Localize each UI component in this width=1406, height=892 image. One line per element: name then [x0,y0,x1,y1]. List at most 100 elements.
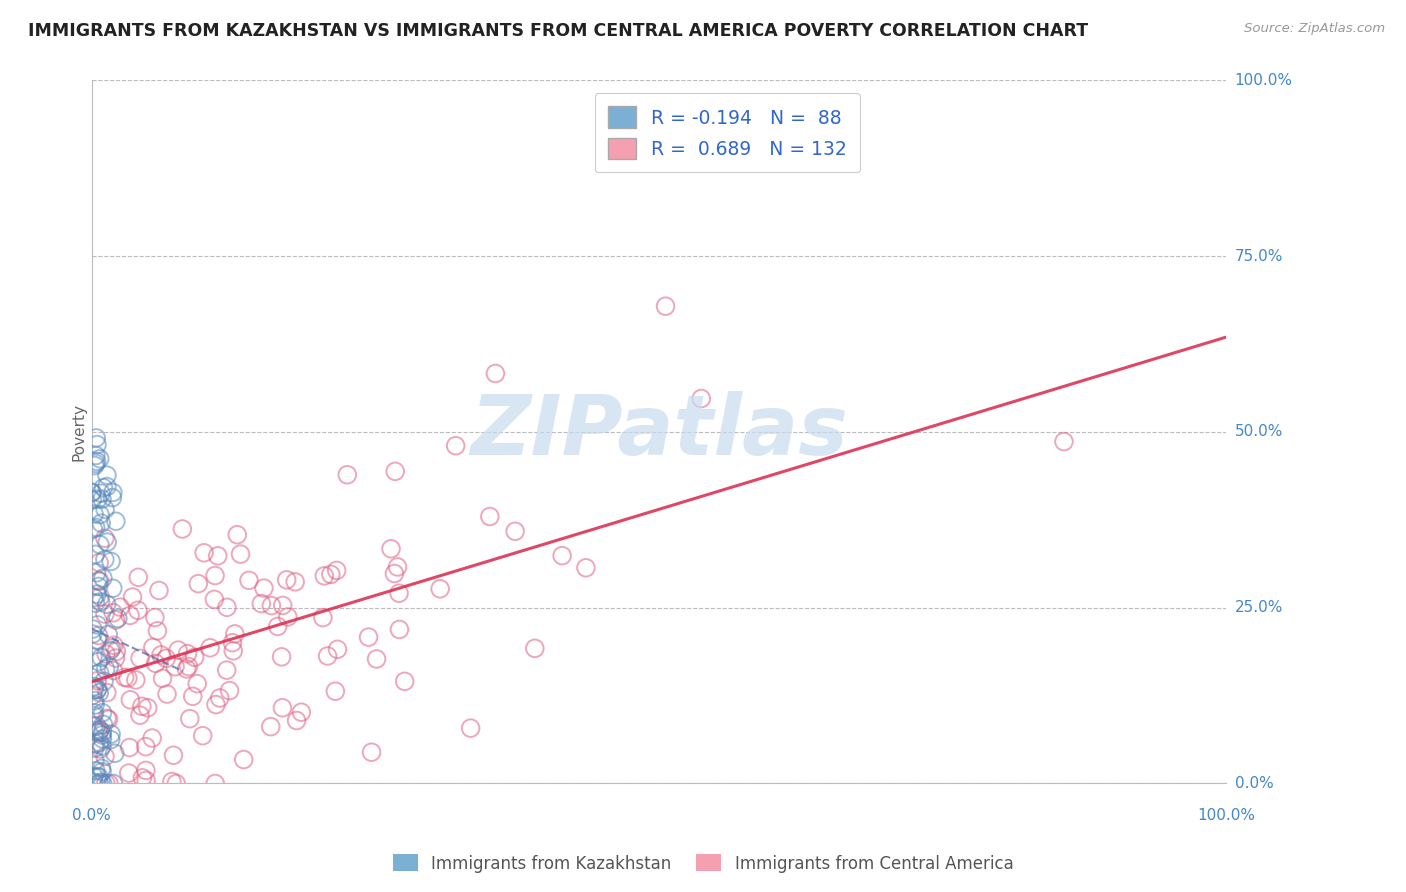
Point [654,299,676,313]
Point [575,561,598,575]
Point [207,549,229,563]
Point [127,570,149,584]
Point [82,492,104,507]
Point [103,606,125,620]
Point [86,719,108,733]
Point [90,650,112,665]
Point [87,579,110,593]
Point [89,574,111,589]
Text: 25.0%: 25.0% [1234,600,1282,615]
Point [91,725,114,739]
Point [226,527,249,541]
Point [105,644,128,658]
Point [84,547,107,561]
Point [205,698,228,712]
Point [89,665,111,680]
Point [94,607,117,621]
Point [83,741,105,756]
Point [103,776,125,790]
Point [83,706,105,720]
Point [86,632,108,647]
Point [429,582,451,596]
Point [384,566,406,581]
Point [312,610,335,624]
Point [91,728,114,742]
Point [271,599,294,613]
Point [172,522,194,536]
Point [384,464,406,478]
Point [93,481,115,495]
Point [103,664,125,678]
Point [83,770,105,784]
Point [98,776,121,790]
Point [193,546,215,560]
Point [1053,434,1076,449]
Point [484,367,506,381]
Point [127,603,149,617]
Point [98,659,121,673]
Point [84,449,107,463]
Point [100,554,122,568]
Point [90,516,112,530]
Point [478,509,501,524]
Point [523,641,546,656]
Point [84,431,107,445]
Point [107,611,129,625]
Point [96,686,118,700]
Point [84,520,107,534]
Point [366,652,388,666]
Point [162,748,184,763]
Point [222,644,245,658]
Point [89,538,111,552]
Point [215,600,238,615]
Point [277,610,299,624]
Point [104,514,127,528]
Point [87,574,110,588]
Point [165,659,187,673]
Point [176,662,198,676]
Point [135,739,157,754]
Point [94,502,117,516]
Point [136,700,159,714]
Point [87,628,110,642]
Point [319,567,342,582]
Point [87,655,110,669]
Legend: R = -0.194   N =  88, R =  0.689   N = 132: R = -0.194 N = 88, R = 0.689 N = 132 [595,94,859,172]
Point [120,693,142,707]
Point [100,732,122,747]
Point [224,627,246,641]
Point [84,698,107,712]
Legend: Immigrants from Kazakhstan, Immigrants from Central America: Immigrants from Kazakhstan, Immigrants f… [387,847,1019,880]
Point [394,674,416,689]
Point [181,690,204,704]
Point [221,635,243,649]
Point [150,648,173,662]
Point [191,729,214,743]
Point [104,613,127,627]
Point [89,726,111,740]
Point [91,571,114,585]
Point [360,745,382,759]
Point [94,531,117,545]
Point [83,591,105,605]
Point [90,486,112,500]
Point [276,573,298,587]
Point [103,638,125,652]
Point [94,552,117,566]
Point [120,608,142,623]
Text: 100.0%: 100.0% [1198,808,1256,823]
Point [89,595,111,609]
Point [80,485,103,500]
Point [87,492,110,507]
Point [260,720,283,734]
Point [108,600,131,615]
Point [204,776,226,790]
Point [155,651,177,665]
Point [186,676,208,690]
Point [87,724,110,739]
Point [145,657,167,671]
Point [91,764,114,779]
Point [388,586,411,600]
Point [86,566,108,580]
Point [89,590,111,604]
